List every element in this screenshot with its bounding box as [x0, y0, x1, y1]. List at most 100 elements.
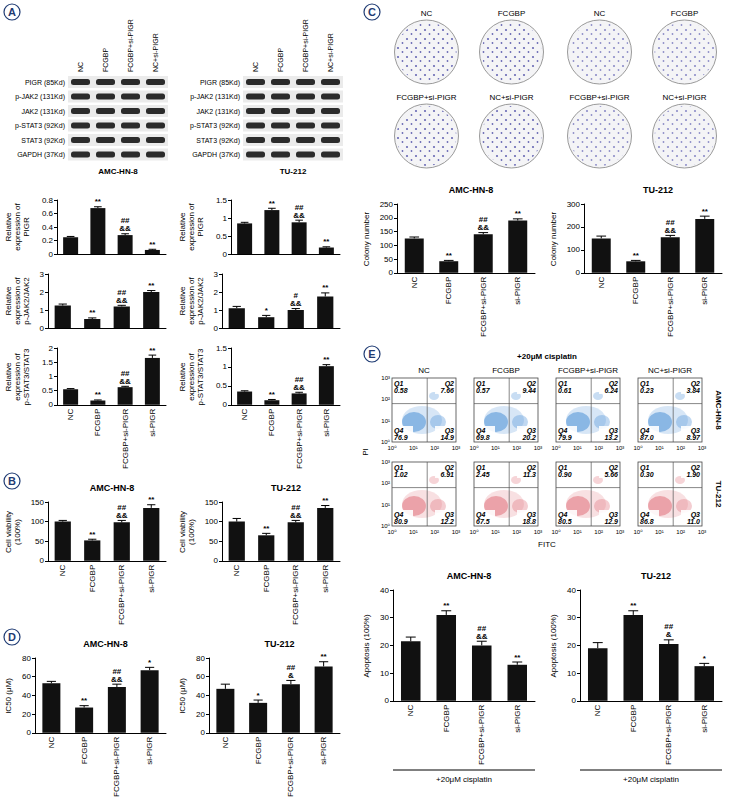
svg-text:20: 20: [380, 641, 389, 650]
svg-text:10⁰: 10⁰: [387, 529, 397, 535]
svg-text:expression of: expression of: [13, 276, 22, 324]
svg-text:&&: &&: [116, 511, 128, 520]
svg-text:10²: 10²: [676, 445, 685, 451]
svg-text:10³: 10³: [452, 529, 461, 535]
svg-text:300: 300: [567, 200, 581, 209]
svg-text:Colony number: Colony number: [549, 212, 558, 267]
svg-text:11.3: 11.3: [523, 471, 536, 478]
svg-text:Colony number: Colony number: [362, 212, 371, 267]
svg-text:0.5: 0.5: [42, 386, 54, 395]
svg-text:AMC-HN-8: AMC-HN-8: [449, 185, 494, 195]
svg-text:0: 0: [214, 556, 219, 565]
svg-text:7.66: 7.66: [440, 387, 454, 394]
svg-text:10²: 10²: [512, 445, 521, 451]
svg-text:FCGBP: FCGBP: [444, 277, 453, 305]
svg-text:*: *: [257, 691, 261, 700]
svg-text:10²: 10²: [594, 529, 603, 535]
svg-text:si-PIGR: si-PIGR: [322, 409, 331, 437]
svg-text:STAT3 (92Kd): STAT3 (92Kd): [196, 137, 240, 145]
svg-text:12.2: 12.2: [440, 518, 454, 525]
svg-text:expression of: expression of: [13, 202, 22, 250]
svg-text:50: 50: [35, 537, 44, 546]
svg-text:FCGBP: FCGBP: [262, 565, 271, 593]
svg-text:FCGBP+si-PIGR: FCGBP+si-PIGR: [286, 737, 295, 797]
svg-text:30: 30: [380, 613, 389, 622]
svg-text:200: 200: [567, 222, 581, 231]
svg-text:10⁰: 10⁰: [381, 523, 391, 529]
svg-text:**: **: [81, 696, 88, 705]
svg-text:FCGBP: FCGBP: [93, 409, 102, 437]
svg-text:3: 3: [40, 270, 45, 279]
svg-text:5.66: 5.66: [604, 471, 618, 478]
svg-text:FCGBP: FCGBP: [80, 737, 89, 765]
svg-text:0: 0: [49, 250, 54, 259]
svg-text:(100%): (100%): [187, 519, 196, 545]
svg-text:0.30: 0.30: [640, 471, 654, 478]
svg-text:NC: NC: [221, 737, 230, 749]
svg-text:Apoptosis (100%): Apoptosis (100%): [362, 614, 371, 677]
svg-text:10³: 10³: [534, 445, 543, 451]
svg-text:NC: NC: [240, 409, 249, 421]
svg-text:2: 2: [214, 288, 219, 297]
svg-text:&: &: [666, 630, 672, 639]
svg-text:Cell viability: Cell viability: [4, 511, 13, 553]
svg-text:NC: NC: [410, 277, 419, 289]
svg-text:10¹: 10¹: [381, 418, 390, 424]
svg-text:0: 0: [40, 324, 45, 333]
svg-text:1.5: 1.5: [216, 344, 228, 353]
svg-text:STAT3 (92Kd): STAT3 (92Kd): [21, 137, 65, 145]
svg-text:si-PIGR: si-PIGR: [148, 409, 157, 437]
svg-text:1: 1: [49, 372, 54, 381]
svg-text:10¹: 10¹: [655, 445, 664, 451]
svg-text:Cell viability: Cell viability: [178, 511, 187, 553]
svg-text:200: 200: [380, 213, 394, 222]
svg-text:**: **: [148, 281, 155, 290]
svg-text:0.57: 0.57: [476, 387, 491, 394]
svg-text:100: 100: [567, 245, 581, 254]
svg-text:si-PIGR: si-PIGR: [513, 705, 522, 733]
svg-text:1.5: 1.5: [216, 196, 228, 205]
svg-text:10⁰: 10⁰: [633, 445, 643, 451]
svg-text:Relative: Relative: [178, 212, 187, 241]
svg-text:JAK2 (131Kd): JAK2 (131Kd): [196, 108, 240, 116]
svg-text:10²: 10²: [430, 445, 439, 451]
svg-text:3.84: 3.84: [686, 387, 700, 394]
svg-text:&&: &&: [116, 296, 128, 305]
svg-text:150: 150: [380, 227, 394, 236]
svg-text:expression of: expression of: [187, 352, 196, 400]
svg-text:si-PIGR: si-PIGR: [513, 277, 522, 305]
svg-text:&&: &&: [476, 632, 488, 641]
svg-text:2: 2: [40, 288, 45, 297]
svg-text:si-PIGR: si-PIGR: [321, 565, 330, 593]
svg-text:10⁰: 10⁰: [381, 439, 391, 445]
svg-text:10¹: 10¹: [409, 529, 418, 535]
svg-text:**: **: [95, 197, 102, 206]
svg-text:IC50 (μM): IC50 (μM): [4, 678, 13, 714]
svg-text:&&: &&: [119, 224, 131, 233]
svg-text:FCGBP+si-PIGR: FCGBP+si-PIGR: [664, 705, 673, 765]
svg-text:**: **: [702, 207, 709, 216]
svg-text:PIGR (85Kd): PIGR (85Kd): [25, 79, 65, 87]
svg-text:PI: PI: [361, 448, 370, 456]
svg-text:**: **: [630, 601, 637, 610]
svg-text:**: **: [269, 199, 276, 208]
svg-text:10³: 10³: [381, 459, 390, 465]
svg-text:&&: &&: [111, 675, 123, 684]
svg-text:60: 60: [196, 672, 205, 681]
svg-text:10¹: 10¹: [381, 502, 390, 508]
svg-text:10³: 10³: [698, 529, 707, 535]
svg-text:GAPDH (37Kd): GAPDH (37Kd): [192, 151, 240, 159]
svg-text:**: **: [323, 355, 330, 364]
svg-text:&&: &&: [290, 299, 302, 308]
svg-text:1.5: 1.5: [42, 358, 54, 367]
svg-text:80.9: 80.9: [394, 518, 408, 525]
svg-text:67.5: 67.5: [476, 518, 490, 525]
svg-text:100: 100: [380, 241, 394, 250]
svg-text:12.9: 12.9: [604, 518, 618, 525]
svg-text:**: **: [95, 390, 102, 399]
svg-text:6.91: 6.91: [440, 471, 454, 478]
svg-text:20: 20: [567, 641, 576, 650]
svg-text:p-STAT3 (92Kd): p-STAT3 (92Kd): [190, 122, 240, 130]
svg-text:76.9: 76.9: [394, 434, 408, 441]
svg-text:TU-212: TU-212: [280, 167, 307, 176]
